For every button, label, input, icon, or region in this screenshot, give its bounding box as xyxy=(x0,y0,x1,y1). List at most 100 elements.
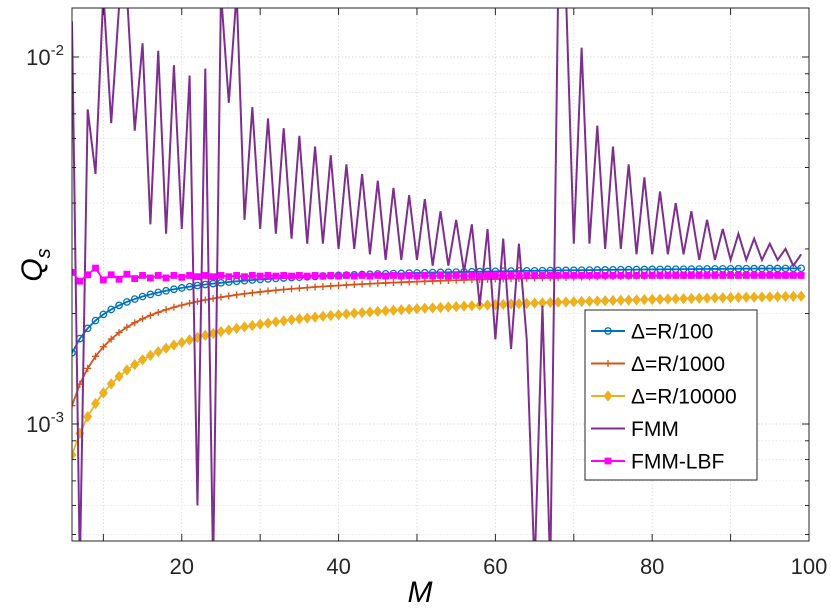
series-4-point xyxy=(758,272,766,279)
series-4-point xyxy=(405,272,413,279)
x-tick-label: 60 xyxy=(483,554,507,579)
series-4-point xyxy=(147,274,154,282)
series-2-point xyxy=(130,358,140,371)
series-2-point xyxy=(310,311,320,323)
series-2-point xyxy=(200,329,210,342)
series-2-point xyxy=(247,319,257,332)
series-2-point xyxy=(388,304,398,316)
series-4-point xyxy=(711,272,719,279)
series-2-point xyxy=(271,316,281,328)
series-2-point xyxy=(232,322,242,335)
series-2-point xyxy=(569,296,579,308)
series-1-point xyxy=(154,308,162,316)
series-4-point xyxy=(766,272,774,279)
series-2-point xyxy=(435,301,446,314)
series-2-point xyxy=(138,354,148,366)
series-2-point xyxy=(718,292,728,304)
series-4-point xyxy=(139,272,146,279)
series-2-point xyxy=(98,387,108,399)
series-0-point xyxy=(154,288,163,297)
series-2-point xyxy=(451,300,461,313)
legend-marker xyxy=(604,360,612,367)
series-2-point xyxy=(663,293,673,305)
series-2-point xyxy=(647,293,657,306)
series-4-point xyxy=(256,272,264,280)
legend: Δ=R/100 Δ=R/1000 Δ=R/10000 FMM FMM-LBF xyxy=(584,309,758,481)
series-4-point xyxy=(640,272,648,279)
series-4-point xyxy=(225,273,233,281)
tick-labels: 20 40 60 80 100 10-3 10-2 xyxy=(26,42,827,579)
series-1-point xyxy=(123,323,131,331)
series-2-point xyxy=(412,303,422,315)
series-2-point xyxy=(302,312,312,324)
ticks xyxy=(72,8,810,541)
legend-item: FMM xyxy=(591,418,679,441)
series-1-point xyxy=(358,280,366,288)
series-1-point xyxy=(405,278,413,286)
series-4-point xyxy=(327,272,335,279)
series-2-point xyxy=(616,294,626,306)
series-4-point xyxy=(72,268,76,276)
series-4-point xyxy=(170,272,178,279)
series-2-point xyxy=(553,296,563,308)
series-1-point xyxy=(178,301,186,309)
series-4-point xyxy=(782,272,789,279)
series-2-point xyxy=(694,292,704,304)
series-2-point xyxy=(341,308,351,320)
series-1-point xyxy=(139,315,147,323)
series-4-point xyxy=(201,272,209,279)
series-2-point xyxy=(530,297,540,309)
series-1-point xyxy=(272,286,280,294)
series-1-point xyxy=(382,279,390,287)
series-2-point xyxy=(608,294,618,307)
series-4-point xyxy=(523,272,531,279)
series-2-point xyxy=(83,411,93,423)
series-4-point xyxy=(390,272,397,279)
series-1-point xyxy=(374,279,382,287)
series-2-point xyxy=(467,300,477,312)
series-4-point xyxy=(609,272,617,279)
series-0-point xyxy=(123,298,131,306)
series-4-point xyxy=(789,272,797,279)
series-4-point xyxy=(719,272,727,279)
series-4-point xyxy=(233,272,241,279)
series-0-point xyxy=(99,310,108,319)
x-tick-label: 40 xyxy=(326,554,350,579)
series-4-point xyxy=(484,272,491,279)
series-2-point xyxy=(443,301,453,313)
legend-label: FMM xyxy=(631,418,679,441)
series-2-point xyxy=(169,339,179,351)
series-1-point xyxy=(248,289,256,297)
legend-item: Δ=R/1000 xyxy=(591,353,725,376)
series-3 xyxy=(72,8,802,541)
series-2-point xyxy=(349,307,359,319)
series-2-point xyxy=(91,397,101,410)
series-1-point xyxy=(421,277,429,285)
series-4-point xyxy=(695,272,703,279)
series-4-point xyxy=(742,272,750,279)
series-2-point xyxy=(561,296,571,308)
series-2-point xyxy=(428,302,438,314)
series-4-point xyxy=(413,272,421,280)
series-4-point xyxy=(272,272,280,280)
series-4-point xyxy=(350,272,358,280)
series-4-point xyxy=(154,272,162,279)
series-1-point xyxy=(303,284,311,292)
series-1-point xyxy=(193,297,201,305)
series-1-point xyxy=(233,291,241,299)
x-tick-label: 80 xyxy=(640,554,664,579)
series-4-point xyxy=(562,272,570,279)
series-2-point xyxy=(655,293,665,305)
series-2-point xyxy=(161,342,171,354)
series-4-point xyxy=(115,275,123,283)
series-4-point xyxy=(452,272,460,279)
series-layer xyxy=(72,8,806,541)
series-2-point xyxy=(334,309,344,321)
series-4-point xyxy=(499,272,507,279)
series-1-point xyxy=(240,290,248,298)
series-1-point xyxy=(115,329,123,337)
series-2-point xyxy=(255,318,265,330)
series-2-point xyxy=(757,291,767,303)
series-2-point xyxy=(686,292,696,305)
series-2-point xyxy=(749,291,759,303)
